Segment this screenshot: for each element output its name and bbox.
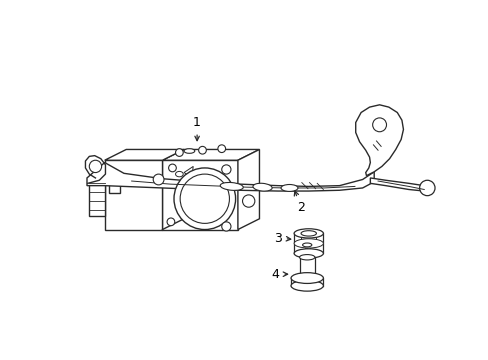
Ellipse shape [299,255,314,260]
Polygon shape [108,183,120,193]
Ellipse shape [301,231,316,236]
Polygon shape [369,178,431,193]
Ellipse shape [293,239,323,248]
Text: 4: 4 [271,268,287,281]
Ellipse shape [220,183,243,190]
Circle shape [89,160,102,172]
Circle shape [419,180,434,195]
Ellipse shape [281,184,297,192]
Circle shape [167,218,174,226]
Ellipse shape [252,183,272,191]
Polygon shape [104,160,162,230]
Polygon shape [162,160,238,230]
Circle shape [174,168,235,230]
Circle shape [221,222,230,231]
Polygon shape [104,149,183,160]
Ellipse shape [183,149,194,153]
Text: 3: 3 [273,231,290,244]
Ellipse shape [293,229,323,238]
Ellipse shape [175,171,183,177]
Polygon shape [89,176,104,216]
Circle shape [168,164,176,172]
Text: 2: 2 [294,191,305,214]
Ellipse shape [293,249,323,258]
Circle shape [372,118,386,132]
Circle shape [221,165,230,174]
Ellipse shape [302,243,311,247]
Circle shape [153,174,163,185]
Polygon shape [87,163,373,191]
Polygon shape [89,170,115,176]
Polygon shape [355,105,403,176]
Ellipse shape [290,280,323,291]
Circle shape [175,149,183,156]
Circle shape [198,147,206,154]
Ellipse shape [290,273,323,283]
Polygon shape [162,149,259,160]
Circle shape [180,174,229,223]
Text: 1: 1 [193,116,201,141]
Circle shape [242,195,254,207]
Polygon shape [238,149,259,230]
Circle shape [218,145,225,153]
